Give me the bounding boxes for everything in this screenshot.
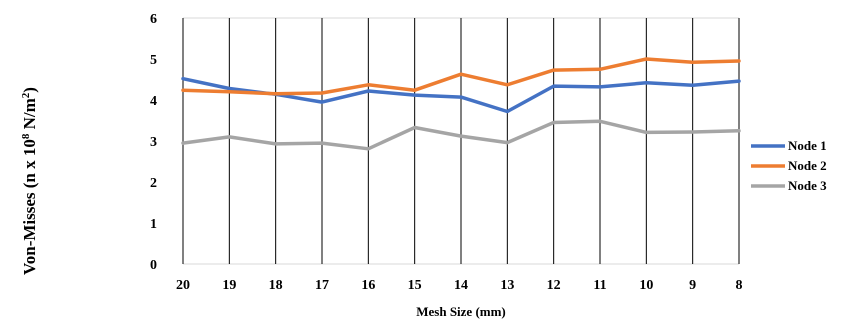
series-line-node-3 bbox=[181, 119, 741, 151]
y-axis-title-suffix: ) bbox=[20, 87, 39, 93]
y-tick-label: 4 bbox=[150, 94, 157, 109]
grid bbox=[182, 17, 740, 265]
y-axis-title-prefix: Von-Misses (n x 10 bbox=[20, 139, 39, 275]
x-tick-labels: 20 19 18 17 16 15 14 13 12 11 10 9 8 bbox=[176, 278, 743, 293]
x-tick-label: 20 bbox=[176, 278, 190, 293]
x-tick-label: 17 bbox=[315, 278, 329, 293]
x-tick-label: 9 bbox=[689, 278, 696, 293]
x-tick-label: 12 bbox=[547, 278, 561, 293]
y-tick-label: 3 bbox=[150, 135, 157, 150]
series-line-node-2 bbox=[181, 57, 741, 96]
x-tick-label: 18 bbox=[269, 278, 283, 293]
x-tick-label: 13 bbox=[500, 278, 514, 293]
y-tick-label: 2 bbox=[150, 176, 157, 191]
x-tick-label: 14 bbox=[454, 278, 468, 293]
x-tick-label: 15 bbox=[408, 278, 422, 293]
y-axis-title: Von-Misses (n x 108 N/m2) bbox=[20, 87, 39, 275]
y-tick-labels: 0 1 2 3 4 5 6 bbox=[150, 12, 157, 273]
x-tick-label: 16 bbox=[361, 278, 375, 293]
y-axis-title-sup2: 2 bbox=[20, 92, 32, 98]
series-lines bbox=[181, 57, 741, 151]
y-tick-label: 0 bbox=[150, 258, 157, 273]
y-tick-label: 6 bbox=[150, 12, 157, 27]
x-axis-title: Mesh Size (mm) bbox=[416, 304, 506, 319]
y-axis-title-sup1: 8 bbox=[20, 133, 32, 139]
legend-label: Node 3 bbox=[788, 178, 827, 193]
legend: Node 1 Node 2 Node 3 bbox=[751, 138, 827, 193]
x-tick-label: 11 bbox=[593, 278, 606, 293]
legend-label: Node 1 bbox=[788, 138, 827, 153]
y-axis-title-mid: N/m bbox=[20, 98, 39, 133]
y-tick-label: 1 bbox=[150, 217, 157, 232]
legend-label: Node 2 bbox=[788, 158, 827, 173]
x-tick-label: 10 bbox=[639, 278, 653, 293]
y-tick-label: 5 bbox=[150, 53, 157, 68]
x-tick-label: 19 bbox=[222, 278, 236, 293]
x-tick-label: 8 bbox=[736, 278, 743, 293]
